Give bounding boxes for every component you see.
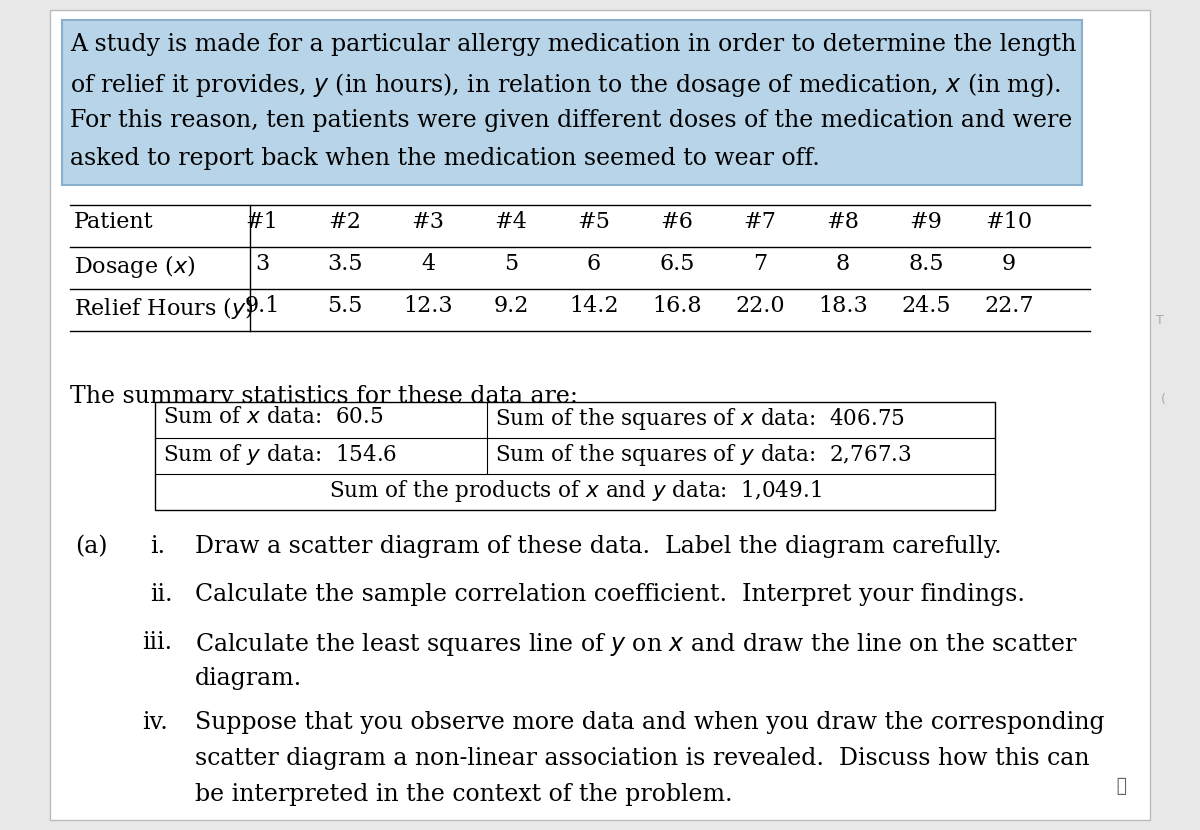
Text: 6.5: 6.5 xyxy=(659,253,695,275)
Text: Sum of the products of $x$ and $y$ data:  1,049.1: Sum of the products of $x$ and $y$ data:… xyxy=(329,478,821,504)
Text: Draw a scatter diagram of these data.  Label the diagram carefully.: Draw a scatter diagram of these data. La… xyxy=(194,535,1002,558)
Text: Sum of $x$ data:  60.5: Sum of $x$ data: 60.5 xyxy=(163,406,383,428)
Text: A study is made for a particular allergy medication in order to determine the le: A study is made for a particular allergy… xyxy=(70,33,1076,56)
Text: ii.: ii. xyxy=(150,583,173,606)
Text: Patient: Patient xyxy=(74,211,154,233)
Text: 4: 4 xyxy=(421,253,436,275)
Text: Relief Hours ($y$): Relief Hours ($y$) xyxy=(74,295,253,321)
Text: 5.5: 5.5 xyxy=(328,295,362,317)
Text: 3.5: 3.5 xyxy=(328,253,362,275)
Text: 9: 9 xyxy=(1002,253,1016,275)
Text: #6: #6 xyxy=(660,211,694,233)
Text: asked to report back when the medication seemed to wear off.: asked to report back when the medication… xyxy=(70,147,820,170)
Text: 22.0: 22.0 xyxy=(736,295,785,317)
Text: 14.2: 14.2 xyxy=(569,295,619,317)
Text: 18.3: 18.3 xyxy=(818,295,868,317)
Text: For this reason, ten patients were given different doses of the medication and w: For this reason, ten patients were given… xyxy=(70,109,1073,132)
Text: 6: 6 xyxy=(587,253,601,275)
Text: (: ( xyxy=(1160,393,1165,407)
Text: iv.: iv. xyxy=(142,711,168,734)
Text: 22.7: 22.7 xyxy=(984,295,1033,317)
Text: i.: i. xyxy=(150,535,166,558)
Text: of relief it provides, $y$ (in hours), in relation to the dosage of medication, : of relief it provides, $y$ (in hours), i… xyxy=(70,71,1061,99)
Text: ┌┐
└┘: ┌┐ └┘ xyxy=(1114,772,1130,802)
Text: #10: #10 xyxy=(985,211,1032,233)
Text: #7: #7 xyxy=(744,211,776,233)
Text: #9: #9 xyxy=(910,211,942,233)
Text: (a): (a) xyxy=(74,535,108,558)
Text: #5: #5 xyxy=(577,211,611,233)
Text: iii.: iii. xyxy=(142,631,172,654)
Text: #2: #2 xyxy=(329,211,361,233)
Text: 16.8: 16.8 xyxy=(652,295,702,317)
Text: #8: #8 xyxy=(827,211,859,233)
Text: 3: 3 xyxy=(254,253,269,275)
Text: 9.1: 9.1 xyxy=(245,295,280,317)
Text: Sum of the squares of $y$ data:  2,767.3: Sum of the squares of $y$ data: 2,767.3 xyxy=(496,442,912,468)
Text: 8.5: 8.5 xyxy=(908,253,943,275)
Text: 8: 8 xyxy=(836,253,850,275)
Text: Sum of $y$ data:  154.6: Sum of $y$ data: 154.6 xyxy=(163,442,397,467)
Text: 24.5: 24.5 xyxy=(901,295,950,317)
Text: Dosage ($x$): Dosage ($x$) xyxy=(74,253,196,280)
Text: be interpreted in the context of the problem.: be interpreted in the context of the pro… xyxy=(194,783,733,806)
Text: 12.3: 12.3 xyxy=(403,295,452,317)
Bar xyxy=(155,402,995,510)
Text: scatter diagram a non-linear association is revealed.  Discuss how this can: scatter diagram a non-linear association… xyxy=(194,747,1090,770)
Text: #4: #4 xyxy=(494,211,528,233)
Text: Calculate the sample correlation coefficient.  Interpret your findings.: Calculate the sample correlation coeffic… xyxy=(194,583,1025,606)
Text: 5: 5 xyxy=(504,253,518,275)
Text: Calculate the least squares line of $y$ on $x$ and draw the line on the scatter: Calculate the least squares line of $y$ … xyxy=(194,631,1078,658)
Text: 7: 7 xyxy=(752,253,767,275)
Text: diagram.: diagram. xyxy=(194,667,302,690)
Text: 9.2: 9.2 xyxy=(493,295,529,317)
Text: Sum of the squares of $x$ data:  406.75: Sum of the squares of $x$ data: 406.75 xyxy=(496,406,905,432)
Bar xyxy=(62,20,1082,185)
Text: The summary statistics for these data are:: The summary statistics for these data ar… xyxy=(70,385,578,408)
Text: T: T xyxy=(1156,314,1164,326)
Text: #3: #3 xyxy=(412,211,444,233)
Text: Suppose that you observe more data and when you draw the corresponding: Suppose that you observe more data and w… xyxy=(194,711,1105,734)
Text: #1: #1 xyxy=(246,211,278,233)
